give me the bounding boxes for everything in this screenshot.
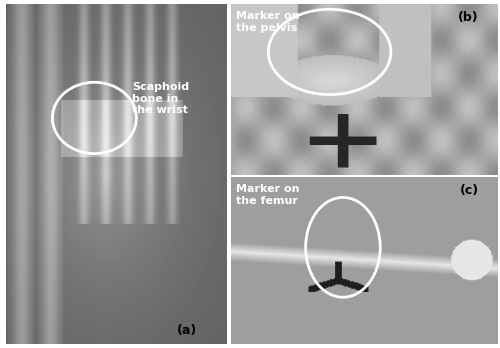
Text: (c): (c) bbox=[460, 184, 479, 197]
Text: Marker on
the pelvis: Marker on the pelvis bbox=[236, 11, 300, 33]
Text: (b): (b) bbox=[458, 11, 479, 24]
Text: (a): (a) bbox=[177, 324, 198, 337]
Text: Scaphoid
bone in
the wrist: Scaphoid bone in the wrist bbox=[132, 82, 189, 116]
Text: Marker on
the femur: Marker on the femur bbox=[236, 184, 300, 206]
